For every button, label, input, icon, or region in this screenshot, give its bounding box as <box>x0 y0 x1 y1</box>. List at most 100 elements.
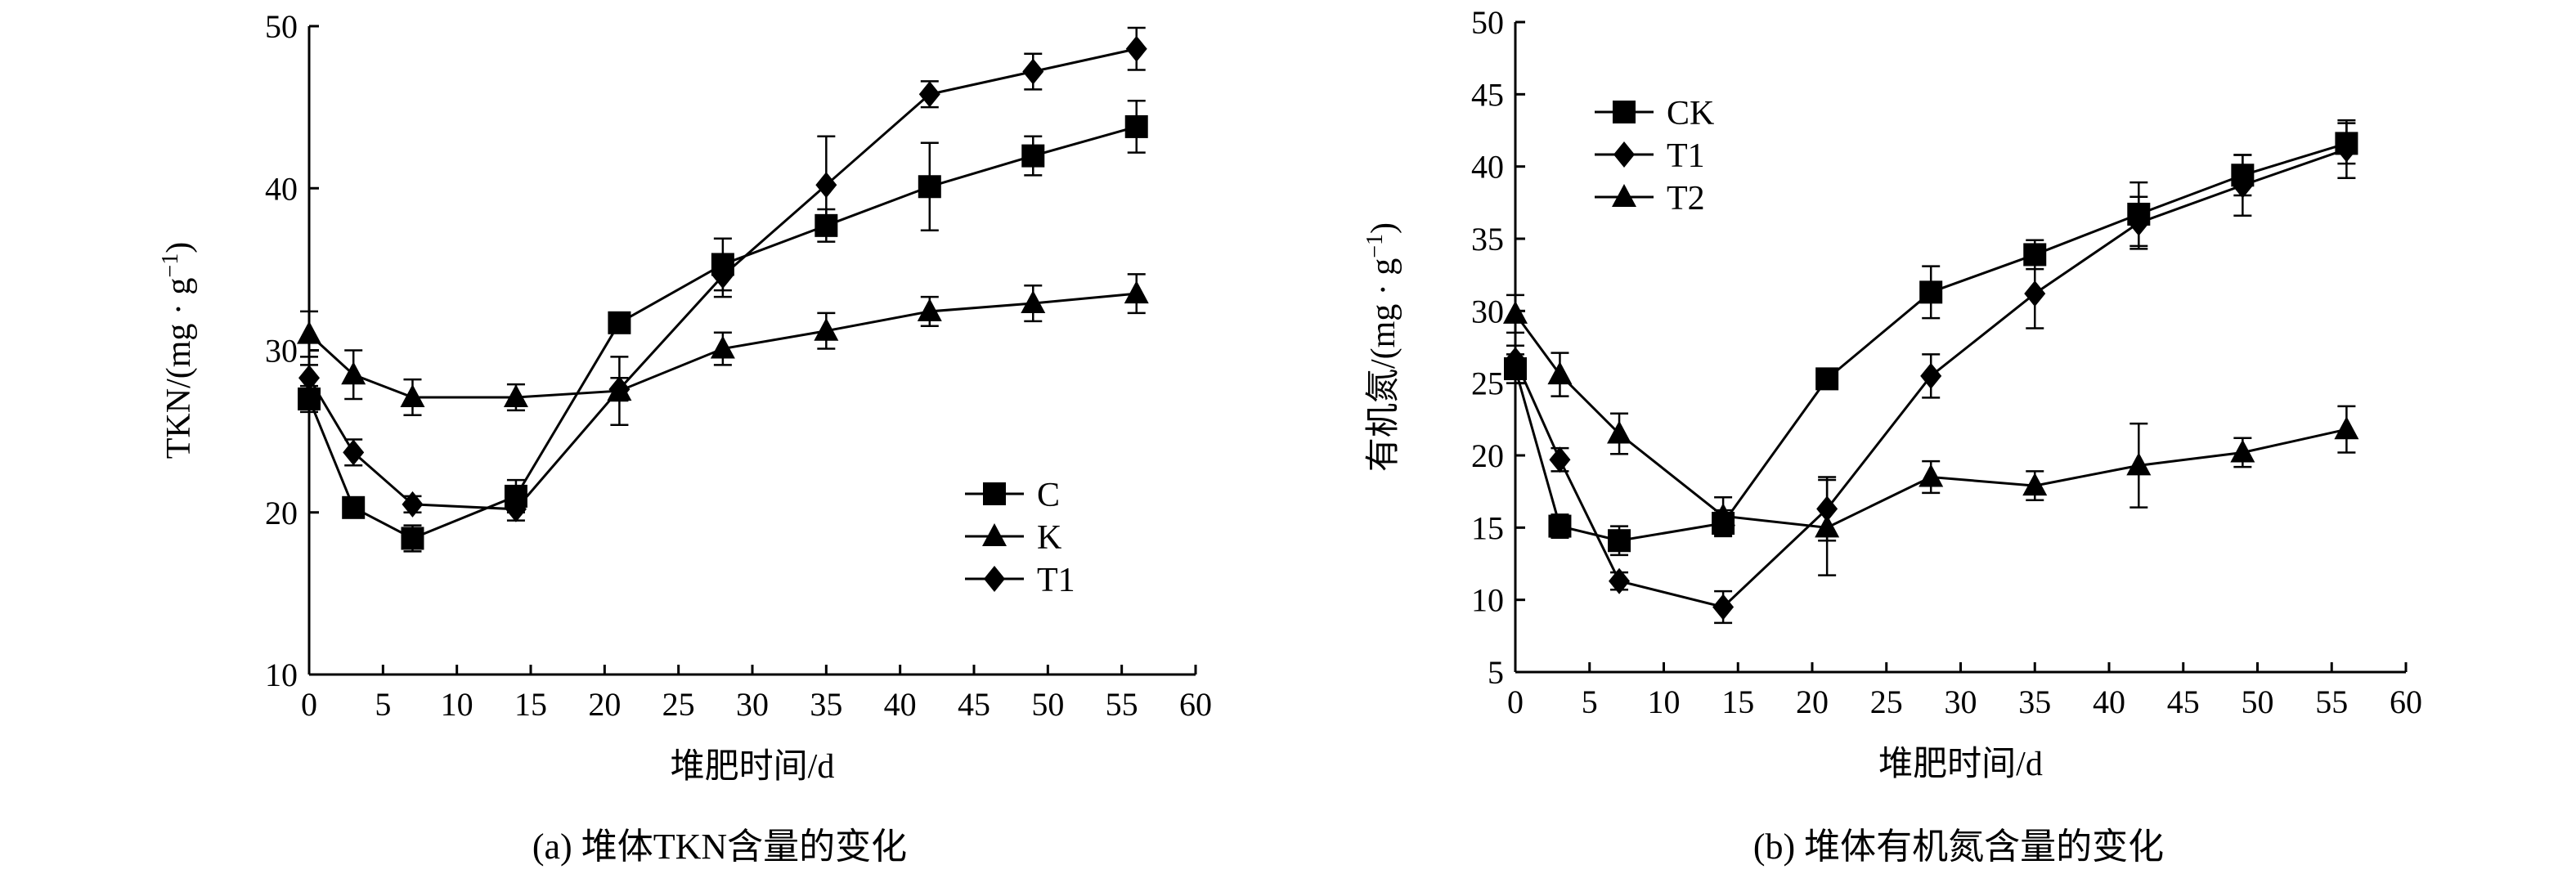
y-tick-label: 30 <box>265 333 298 370</box>
data-point <box>2128 209 2150 236</box>
series-T1 <box>298 26 1147 522</box>
legend-marker <box>1613 141 1635 168</box>
x-tick-label: 50 <box>1031 686 1064 723</box>
data-point <box>1125 35 1147 62</box>
x-tick-label: 30 <box>1945 684 1977 720</box>
data-point <box>1548 514 1572 538</box>
x-tick-label: 45 <box>958 686 990 723</box>
x-tick-label: 55 <box>1106 686 1138 723</box>
y-tick-label: 50 <box>1471 4 1504 41</box>
data-point <box>297 320 321 344</box>
x-tick-label: 20 <box>588 686 621 723</box>
y-axis-title-end: ) <box>160 242 198 253</box>
x-tick-label: 30 <box>736 686 769 723</box>
x-tick-label: 35 <box>2018 684 2051 720</box>
chart-a: 0 5 10 15 20 25 30 35 40 45 50 55 60 10 20 30 40 50 堆肥时间/d… <box>158 8 1213 867</box>
data-point <box>298 365 320 392</box>
legend-marker <box>1612 184 1636 207</box>
legend-marker <box>984 566 1005 592</box>
y-tick-label: 20 <box>1471 437 1504 474</box>
legend-marker <box>983 482 1006 505</box>
x-tick-label: 0 <box>1507 684 1524 720</box>
series-T2 <box>1503 294 2359 576</box>
data-point <box>402 491 424 518</box>
legend-marker <box>1613 101 1636 123</box>
data-point <box>1124 280 1149 304</box>
legend-entry-CK: CK <box>1595 95 1714 132</box>
legend-entry-T2: T2 <box>1595 180 1705 217</box>
y-tick-label: 30 <box>1471 293 1504 329</box>
data-point <box>1505 347 1526 374</box>
data-point <box>608 311 631 334</box>
data-point <box>815 172 837 199</box>
data-point <box>917 298 942 321</box>
series-C <box>298 99 1148 553</box>
x-tick-label: 10 <box>1648 684 1681 720</box>
data-point <box>503 383 528 407</box>
x-tick-label: 60 <box>1179 686 1212 723</box>
data-point <box>342 495 366 519</box>
data-point <box>1815 367 1839 391</box>
panel-caption: (b) 堆体有机氮含量的变化 <box>1753 827 2164 867</box>
y-tick-label: 20 <box>265 495 298 531</box>
y-tick-label: 40 <box>1471 149 1504 186</box>
data-point <box>1503 300 1528 324</box>
x-tick-label: 45 <box>2167 684 2200 720</box>
data-point <box>505 495 527 522</box>
y-tick-label: 5 <box>1488 654 1504 691</box>
data-point <box>400 383 425 407</box>
y-tick-label: 50 <box>265 8 298 45</box>
x-tick-label: 50 <box>2242 684 2274 720</box>
data-point <box>1608 529 1631 553</box>
data-point <box>2336 136 2358 163</box>
y-axis-title: TKN/(mg · g−1) <box>158 242 199 459</box>
y-axis-title-end: ) <box>1365 222 1402 234</box>
x-axis-title: 堆肥时间/d <box>1878 746 2043 783</box>
data-point <box>1124 114 1148 138</box>
data-point <box>1919 464 1944 487</box>
panel-caption: (a) 堆体TKN含量的变化 <box>532 827 907 867</box>
x-tick-label: 5 <box>375 686 391 723</box>
data-point <box>1547 361 1573 385</box>
x-tick-label: 60 <box>2390 684 2422 720</box>
x-tick-label: 40 <box>2093 684 2125 720</box>
legend-label: T1 <box>1037 562 1075 599</box>
data-point <box>1607 420 1632 444</box>
x-tick-label: 20 <box>1796 684 1829 720</box>
data-point <box>2334 416 2359 440</box>
x-tick-label: 40 <box>884 686 917 723</box>
data-point <box>401 527 424 550</box>
y-tick-label: 35 <box>1471 221 1504 258</box>
x-tick-label: 10 <box>441 686 473 723</box>
series-line <box>1514 148 2347 609</box>
data-point <box>608 376 631 403</box>
data-point <box>814 317 839 341</box>
data-point <box>1815 514 1840 538</box>
chart-b: 0 5 10 15 20 25 30 35 40 45 50 55 605101520253035404… <box>1362 4 2423 867</box>
x-tick-label: 15 <box>1721 684 1754 720</box>
y-tick-label: 10 <box>265 657 298 693</box>
data-point <box>1919 280 1943 304</box>
data-point <box>1021 144 1045 168</box>
data-point <box>1021 290 1046 314</box>
data-point <box>1920 362 1942 389</box>
y-axis-title-sup: −1 <box>158 253 183 278</box>
x-axis-title: 堆肥时间/d <box>671 748 835 786</box>
data-point <box>2024 280 2046 307</box>
y-tick-label: 40 <box>265 170 298 207</box>
data-point <box>343 439 365 466</box>
legend-label: T1 <box>1667 137 1705 175</box>
y-axis-title: 有机氮/(mg · g−1) <box>1362 222 1403 472</box>
series-line <box>307 125 1138 540</box>
data-point <box>918 81 940 108</box>
data-point <box>1711 503 1736 527</box>
data-point <box>341 361 366 385</box>
data-point <box>2126 452 2152 476</box>
data-point <box>1712 594 1735 621</box>
x-tick-label: 25 <box>662 686 695 723</box>
data-point <box>1022 58 1044 85</box>
data-point <box>1609 567 1631 594</box>
x-tick-label: 35 <box>810 686 842 723</box>
data-point <box>2232 172 2254 199</box>
